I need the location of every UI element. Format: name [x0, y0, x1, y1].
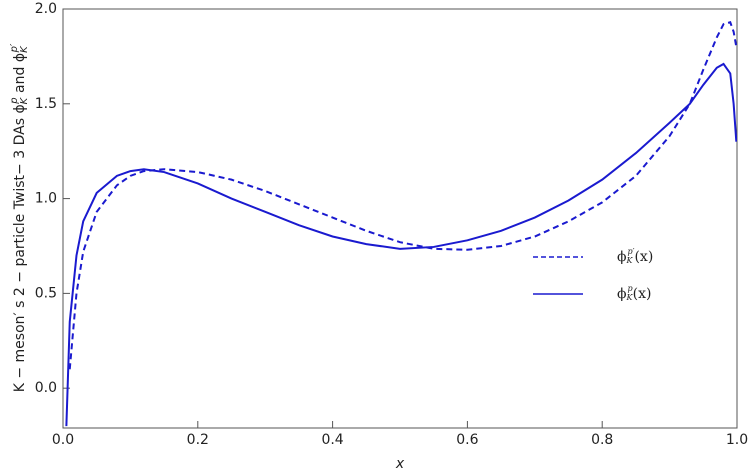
x-tick-label: 0.6 [456, 432, 478, 448]
legend-label: ϕKp′(x) [617, 247, 653, 265]
plot-frame [62, 8, 738, 429]
y-tick-label: 1.0 [35, 191, 57, 207]
x-tick-label: 1.0 [726, 432, 748, 448]
x-tick-label: 0.4 [321, 432, 343, 448]
plot-area [65, 21, 737, 427]
y-label-part: and ϕ [12, 53, 28, 97]
y-label-sub: K [19, 96, 30, 104]
y-tick-label: 1.5 [35, 96, 57, 112]
y-label-sub: K [19, 45, 30, 53]
data-line [68, 21, 737, 370]
x-tick-label: 0.2 [187, 432, 209, 448]
x-tick-label: 0.0 [52, 432, 74, 448]
legend-label: ϕKp(x) [617, 284, 651, 302]
y-label-sup: p′ [9, 43, 20, 53]
y-axis-label: K − meson′ s 2 − particle Twist− 3 DAs ϕ… [9, 43, 30, 392]
y-tick-label: 0.5 [35, 285, 57, 301]
y-label-part: K − meson′ s 2 − particle Twist− 3 DAs ϕ [12, 104, 28, 392]
y-label-sup: p [9, 97, 20, 104]
x-axis-label: x [395, 456, 405, 472]
x-tick-label: 0.8 [591, 432, 613, 448]
y-tick-label: 2.0 [35, 1, 57, 17]
data-line [65, 62, 737, 427]
y-tick-label: 0.0 [35, 380, 57, 396]
